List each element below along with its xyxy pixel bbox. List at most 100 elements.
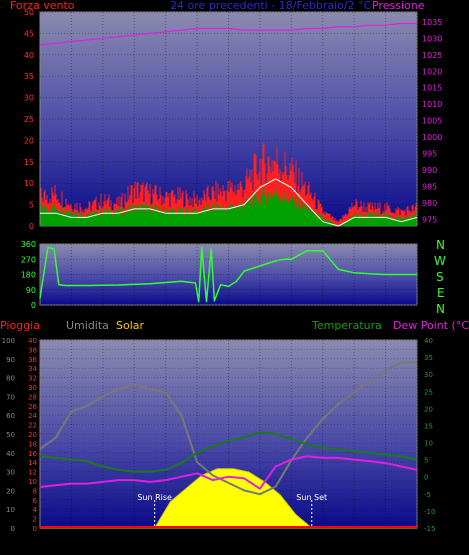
- direction-plot-area: [39, 243, 418, 306]
- wind-x-tick-label: 04: [97, 231, 110, 241]
- pressure-y-tick-label: 1035: [422, 18, 442, 27]
- direction-y-tick-label: 180: [21, 271, 36, 280]
- direction-y-tick-label: 360: [21, 240, 36, 249]
- humidity-line: [39, 361, 417, 496]
- weather-x-tick-label: 00: [411, 539, 424, 549]
- rain-y-tick-label: 24: [28, 412, 37, 420]
- pressure-y-tick-label: 990: [422, 166, 437, 175]
- humidity-y-tick-label: 90: [6, 356, 15, 364]
- wind-speed-label: Forza vento: [10, 0, 75, 12]
- direction-label-n-top: N: [436, 238, 445, 252]
- pressure-y-tick-label: 975: [422, 215, 437, 224]
- direction-label-w: W: [434, 254, 446, 268]
- wind-x-tick-label: 10: [191, 231, 204, 241]
- direction-y-tick-label: 270: [21, 255, 36, 264]
- rain-y-tick-label: 8: [33, 487, 37, 495]
- wind-y-tick-label: 25: [24, 115, 34, 124]
- temp-y-tick-label: 5: [424, 457, 428, 465]
- weather-x-tick-label: 06: [128, 539, 141, 549]
- rain-y-tick-label: 2: [33, 516, 37, 524]
- pressure-y-tick-label: 1020: [422, 67, 442, 76]
- humidity-y-tick-label: 80: [6, 375, 15, 383]
- humidity-y-tick-label: 30: [6, 469, 15, 477]
- direction-y-tick-label: 0: [31, 301, 36, 310]
- temp-y-tick-label: 35: [424, 354, 433, 362]
- rain-y-tick-label: 34: [28, 365, 37, 373]
- wind-y-tick-label: 20: [24, 136, 34, 145]
- pressure-y-tick-label: 995: [422, 150, 437, 159]
- temp-y-tick-label: 0: [424, 474, 428, 482]
- pressure-y-tick-label: 1010: [422, 100, 442, 109]
- humidity-y-tick-label: 100: [2, 337, 15, 345]
- rain-y-tick-label: 16: [28, 450, 37, 458]
- sunrise-label: Sun Rise: [137, 493, 172, 502]
- rain-y-tick-label: 6: [33, 497, 38, 505]
- pressure-y-tick-label: 985: [422, 182, 437, 191]
- wind-y-tick-label: 30: [24, 94, 34, 103]
- wind-average-line: [40, 178, 418, 227]
- rain-y-tick-label: 30: [28, 384, 37, 392]
- wind-x-tick-label: 14: [254, 231, 267, 241]
- rain-y-tick-label: 28: [28, 393, 37, 401]
- humidity-y-tick-label: 40: [6, 450, 15, 458]
- dewpoint-label: Dew Point (°C): [393, 319, 469, 332]
- pressure-y-tick-label: 1025: [422, 51, 442, 60]
- humidity-y-tick-label: 0: [11, 525, 15, 533]
- weather-x-tick-label: 12: [222, 539, 235, 549]
- wind-x-tick-label: 20: [348, 231, 361, 241]
- pressure-y-tick-label: 1015: [422, 84, 442, 93]
- wind-x-tick-label: 22: [379, 231, 392, 241]
- temp-y-tick-label: 10: [424, 440, 433, 448]
- rain-y-tick-label: 14: [28, 459, 37, 467]
- temp-y-tick-label: 40: [424, 337, 433, 345]
- wind-x-tick-label: 08: [159, 231, 172, 241]
- wind-y-tick-label: 45: [24, 29, 34, 38]
- weather-x-tick-label: 20: [348, 539, 361, 549]
- rain-y-tick-label: 26: [28, 403, 37, 411]
- humidity-y-tick-label: 60: [6, 412, 15, 420]
- wind-y-tick-label: 40: [24, 51, 34, 60]
- chart-title: 24 ore precedenti - 18/Febbraio/2 °C: [170, 0, 372, 12]
- temp-y-tick-label: -5: [424, 491, 431, 499]
- pressure-y-tick-label: 980: [422, 199, 437, 208]
- sunset-label-secondary: Sun Set: [296, 539, 327, 548]
- rain-y-tick-label: 22: [28, 422, 37, 430]
- wind-y-tick-label: 50: [24, 8, 34, 17]
- rain-y-tick-label: 18: [28, 440, 37, 448]
- rain-y-tick-label: 36: [28, 356, 37, 364]
- wind-y-tick-label: 0: [29, 222, 34, 231]
- temperature-line: [39, 431, 418, 473]
- wind-x-tick-label: 06: [128, 231, 141, 241]
- direction-label-n-bottom: N: [436, 302, 445, 316]
- wind-y-tick-label: 5: [29, 201, 34, 210]
- humidity-y-tick-label: 70: [6, 393, 15, 401]
- pressure-y-tick-label: 1000: [422, 133, 442, 142]
- temp-y-tick-label: 25: [424, 388, 433, 396]
- humidity-y-tick-label: 20: [6, 487, 15, 495]
- pressure-line: [39, 22, 417, 46]
- humidity-y-tick-label: 10: [6, 506, 15, 514]
- wind-y-tick-label: 15: [24, 158, 34, 167]
- rain-y-tick-label: 10: [28, 478, 37, 486]
- rain-y-tick-label: 20: [28, 431, 37, 439]
- rain-y-tick-label: 38: [28, 346, 37, 354]
- wind-x-tick-label: 16: [285, 231, 298, 241]
- pressure-y-tick-label: 1005: [422, 117, 442, 126]
- temp-y-tick-label: -10: [424, 508, 435, 516]
- pressure-y-tick-label: 1030: [422, 34, 442, 43]
- humidity-y-tick-label: 50: [6, 431, 15, 439]
- humidity-label: Umidita: [66, 319, 109, 332]
- weather-x-tick-label: 10: [191, 539, 204, 549]
- weather-x-tick-label: 16: [285, 539, 298, 549]
- dewpoint-line: [39, 455, 418, 490]
- temp-y-tick-label: 30: [424, 371, 433, 379]
- temp-y-tick-label: 15: [424, 422, 433, 430]
- direction-line: [39, 246, 417, 303]
- wind-y-tick-label: 10: [24, 179, 34, 188]
- weather-x-tick-label: 14: [254, 539, 267, 549]
- rain-y-tick-label: 40: [28, 337, 37, 345]
- wind-x-tick-label: 12: [222, 231, 235, 241]
- direction-label-e: E: [437, 286, 445, 300]
- weather-x-tick-label: 02: [65, 539, 78, 549]
- direction-label-s: S: [436, 270, 444, 284]
